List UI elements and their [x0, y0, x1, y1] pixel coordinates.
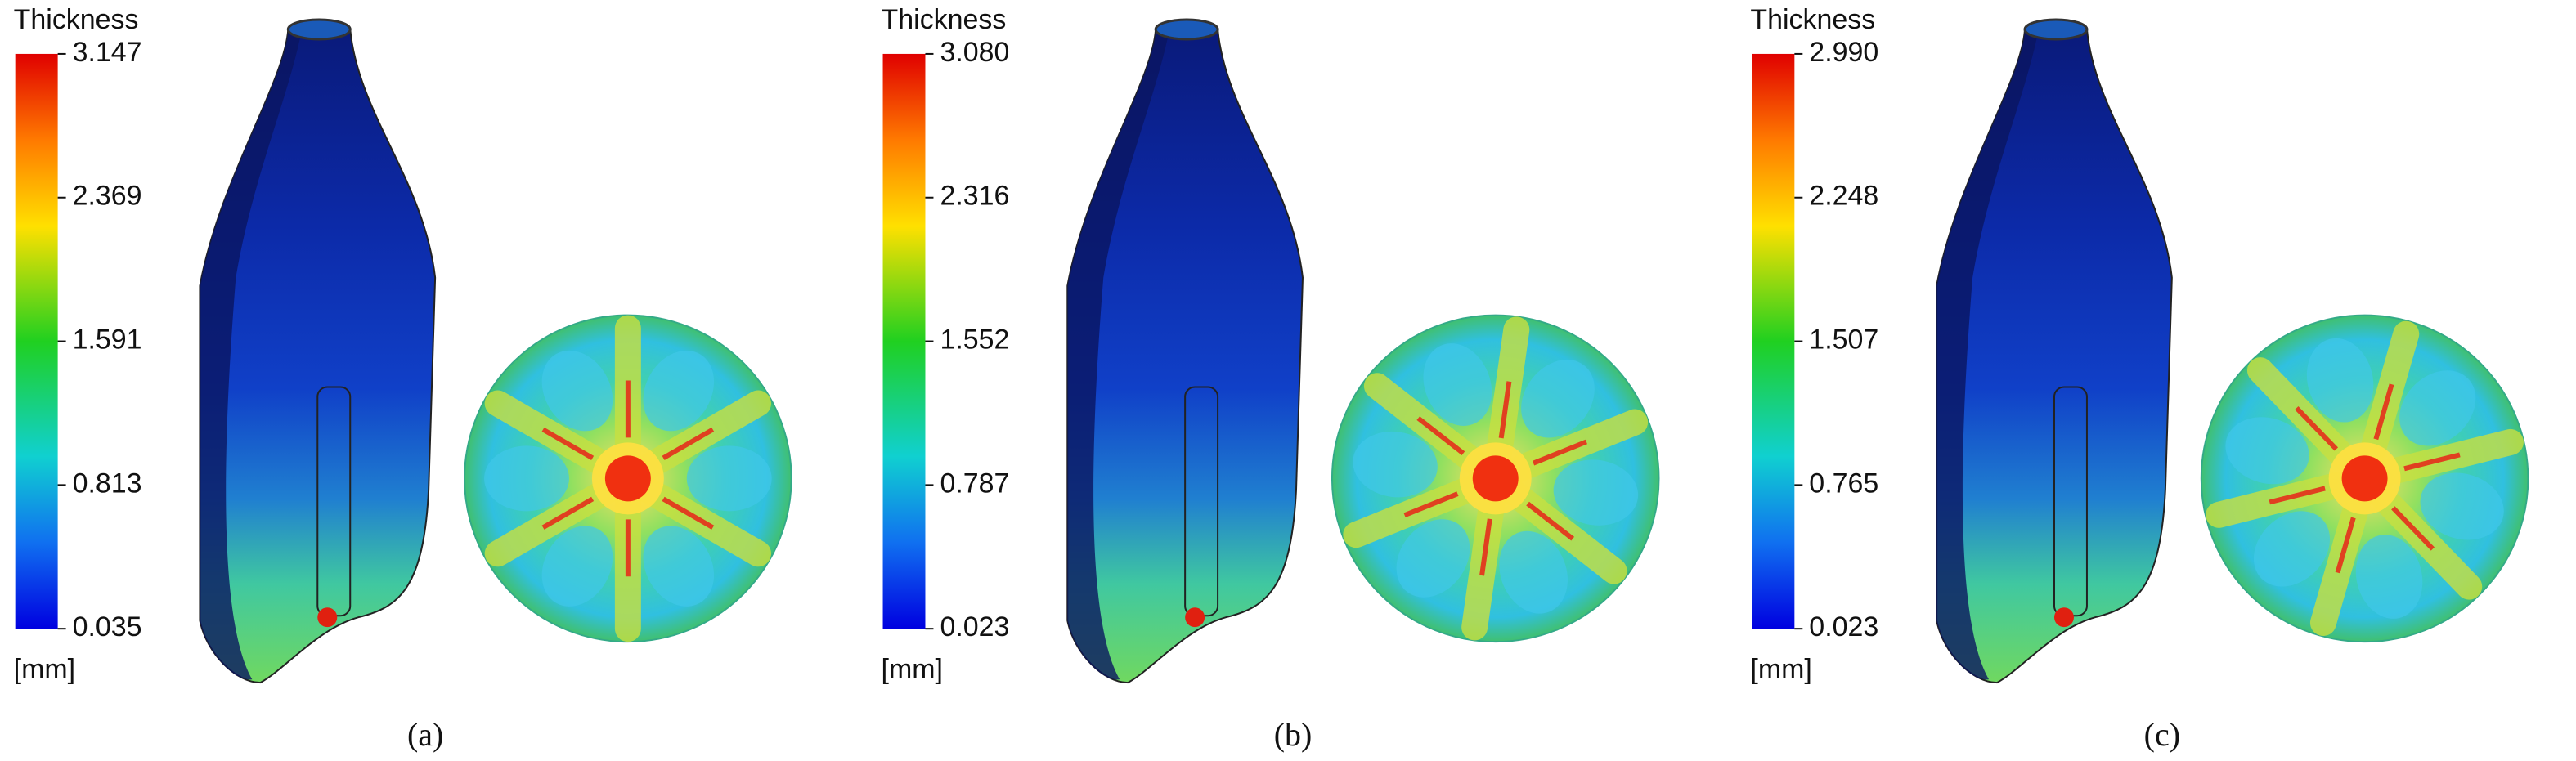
caption: (b) [1274, 716, 1313, 753]
disc-lobe [1423, 343, 1492, 426]
legend-title: Thickness [1750, 4, 1875, 35]
disc-spoke-core [1416, 416, 1465, 455]
legend-label: 0.765 [1809, 468, 1878, 499]
disc-lobe [2225, 417, 2309, 485]
disc-lobe [1396, 519, 1470, 598]
disc-spoke-core [1403, 491, 1459, 518]
bottle-neck [286, 18, 352, 41]
disc-lobe [643, 350, 715, 432]
legend-label: 0.813 [73, 468, 142, 499]
disc-lobe [643, 526, 715, 607]
disc-spoke-core [2403, 452, 2461, 472]
legend-label: 2.990 [1809, 37, 1878, 68]
legend-label: 0.023 [1809, 611, 1878, 642]
disc-lobe [2355, 535, 2423, 619]
disc-lobe [2253, 511, 2331, 587]
legend-label: 0.023 [940, 611, 1009, 642]
disc-spoke-core [662, 427, 715, 460]
disc-spoke-core [2373, 383, 2394, 441]
disc-center [1472, 455, 1519, 502]
legend-unit: [mm] [14, 654, 75, 685]
legend-title: Thickness [14, 4, 139, 35]
disc-spoke-core [1479, 518, 1492, 576]
legend-label: 2.369 [73, 181, 142, 212]
disc-spoke-core [2295, 406, 2339, 451]
legend-label: 0.035 [73, 611, 142, 642]
legend-label: 1.507 [1809, 325, 1878, 356]
disc-lobe [1353, 431, 1438, 498]
legend-title: Thickness [882, 4, 1007, 35]
caption: (c) [2144, 716, 2180, 753]
bottle-hotspot [1185, 607, 1205, 628]
bottle-cut [200, 29, 302, 680]
disc-spoke-core [541, 496, 595, 530]
disc-lobe [1521, 360, 1595, 438]
color-bar [15, 53, 58, 629]
disc-center [2341, 455, 2388, 502]
disc-lobe [484, 445, 569, 512]
disc-spoke-core [1532, 439, 1587, 466]
bottle-neck [1154, 18, 1219, 41]
bottle-neck [2023, 18, 2089, 41]
disc-lobe [2306, 338, 2374, 423]
bottle-cut [1067, 29, 1169, 680]
disc-lobe [2399, 370, 2476, 446]
legend-label: 2.248 [1809, 181, 1878, 212]
disc-spoke-core [2269, 486, 2326, 505]
disc-spoke-core [541, 427, 595, 460]
disc-lobe [1499, 530, 1568, 614]
legend-label: 3.080 [940, 37, 1009, 68]
disc-lobe [541, 350, 613, 432]
legend-label: 2.316 [940, 181, 1009, 212]
caption: (a) [407, 716, 443, 753]
disc-spoke-core [2335, 517, 2356, 574]
disc-spoke-core [2391, 506, 2435, 551]
legend-label: 1.552 [940, 325, 1009, 356]
color-bar [882, 53, 926, 629]
color-bar [1752, 53, 1795, 629]
disc-center [604, 455, 651, 502]
legend-label: 1.591 [73, 325, 142, 356]
disc-lobe [686, 445, 772, 512]
legend-unit: [mm] [882, 654, 943, 685]
disc-lobe [2420, 472, 2504, 540]
bottle-hotspot [2053, 607, 2074, 628]
legend-unit: [mm] [1750, 654, 1811, 685]
bottle-hotspot [317, 607, 338, 628]
disc-spoke-core [1498, 381, 1512, 439]
disc-lobe [1553, 459, 1639, 526]
disc-lobe [541, 526, 613, 607]
legend-label: 0.787 [940, 468, 1009, 499]
legend-label: 3.147 [73, 37, 142, 68]
bottle-cut [1936, 29, 2039, 680]
disc-spoke-core [662, 496, 715, 530]
disc-spoke-core [1526, 501, 1575, 541]
